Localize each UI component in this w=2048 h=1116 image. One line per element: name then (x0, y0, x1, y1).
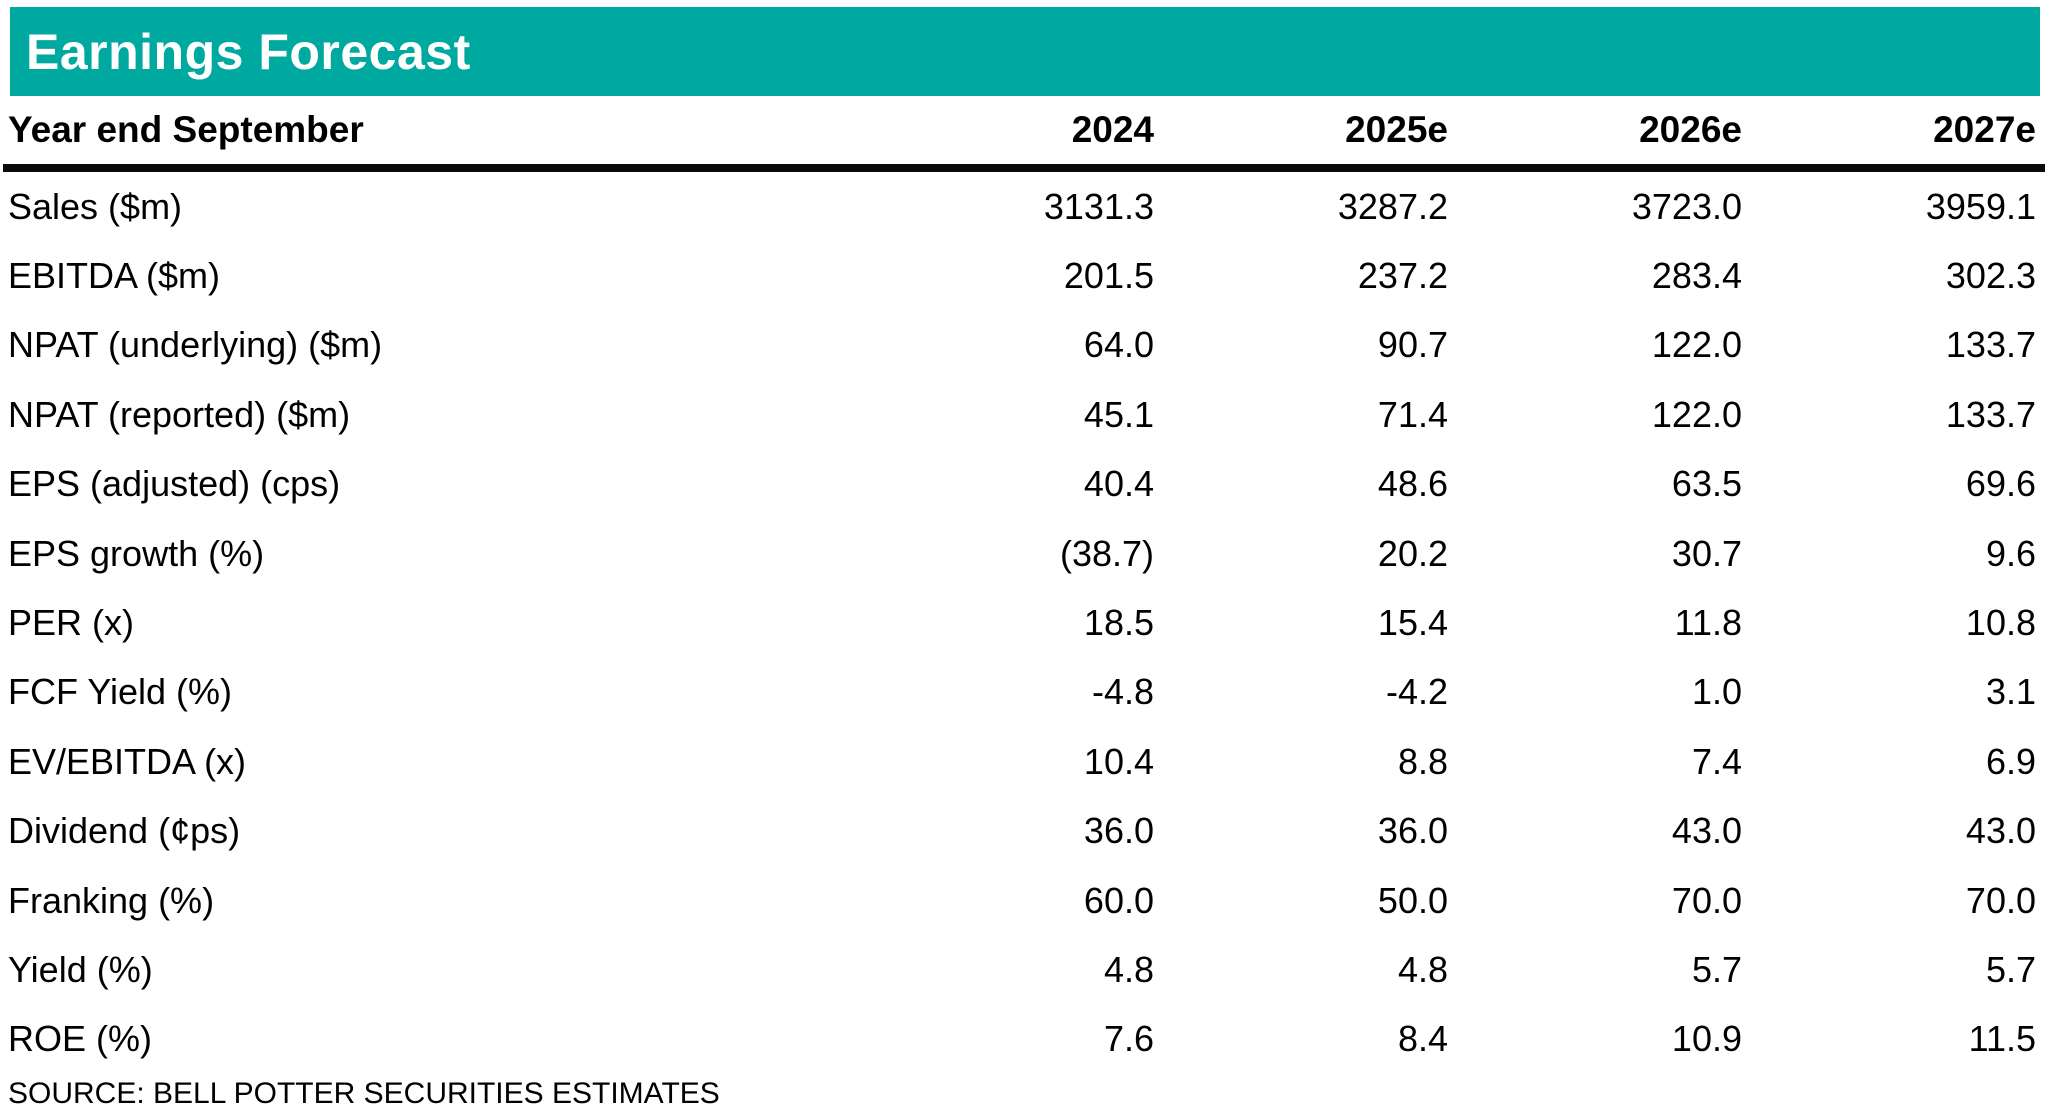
table-row: Yield (%) 4.8 4.8 5.7 5.7 (0, 935, 2048, 1004)
source-note: SOURCE: BELL POTTER SECURITIES ESTIMATES (8, 1077, 720, 1111)
row-value: 15.4 (1377, 602, 1448, 644)
table-row: PER (x) 18.5 15.4 11.8 10.8 (0, 588, 2048, 657)
row-value: -4.8 (1091, 671, 1154, 713)
earnings-forecast-panel: Earnings Forecast Year end September 202… (0, 7, 2048, 1116)
row-value: 237.2 (1357, 255, 1448, 297)
table-row: FCF Yield (%) -4.8 -4.2 1.0 3.1 (0, 658, 2048, 727)
row-value: 30.7 (1671, 532, 1742, 574)
row-value: 302.3 (1945, 255, 2036, 297)
row-value: 122.0 (1651, 324, 1742, 366)
row-value: 48.6 (1377, 463, 1448, 505)
row-value: 122.0 (1651, 393, 1742, 435)
row-value: 283.4 (1651, 255, 1742, 297)
earnings-table: Year end September 2024 2025e 2026e 2027… (0, 96, 2048, 1074)
row-label: EBITDA ($m) (8, 255, 221, 297)
title-bar: Earnings Forecast (10, 7, 2040, 96)
row-value: 70.0 (1965, 879, 2036, 921)
row-value: 11.5 (1968, 1018, 2036, 1060)
table-row: Dividend (¢ps) 36.0 36.0 43.0 43.0 (0, 797, 2048, 866)
row-value: 45.1 (1083, 393, 1154, 435)
row-value: 71.4 (1377, 393, 1448, 435)
row-value: 50.0 (1377, 879, 1448, 921)
row-label: Franking (%) (8, 879, 215, 921)
row-value: 64.0 (1083, 324, 1154, 366)
row-value: 9.6 (1985, 532, 2036, 574)
row-value: 133.7 (1945, 324, 2036, 366)
row-value: 70.0 (1671, 879, 1742, 921)
table-row: Sales ($m) 3131.3 3287.2 3723.0 3959.1 (0, 172, 2048, 241)
row-value: 20.2 (1377, 532, 1448, 574)
row-value: 36.0 (1377, 810, 1448, 852)
table-header-row: Year end September 2024 2025e 2026e 2027… (0, 96, 2048, 164)
row-value: 201.5 (1063, 255, 1154, 297)
row-value: 7.4 (1691, 740, 1742, 782)
row-value: 10.9 (1671, 1018, 1742, 1060)
row-label: NPAT (underlying) ($m) (8, 324, 383, 366)
row-value: 4.8 (1103, 948, 1154, 990)
row-value: 43.0 (1671, 810, 1742, 852)
table-row: ROE (%) 7.6 8.4 10.9 11.5 (0, 1005, 2048, 1074)
table-row: EPS growth (%) (38.7) 20.2 30.7 9.6 (0, 519, 2048, 588)
row-label: EPS growth (%) (8, 532, 265, 574)
row-value: 18.5 (1083, 602, 1154, 644)
row-label: Yield (%) (8, 948, 153, 990)
column-header-2024: 2024 (1071, 109, 1154, 150)
row-value: 3131.3 (1043, 185, 1154, 227)
row-value: 1.0 (1691, 671, 1742, 713)
row-value: 8.8 (1397, 740, 1448, 782)
row-label: EPS (adjusted) (cps) (8, 463, 341, 505)
table-row: EPS (adjusted) (cps) 40.4 48.6 63.5 69.6 (0, 450, 2048, 519)
row-value: 3.1 (1985, 671, 2036, 713)
table-body: Sales ($m) 3131.3 3287.2 3723.0 3959.1 EBITDA… (0, 172, 2048, 1074)
row-value: 8.4 (1397, 1018, 1448, 1060)
row-label: FCF Yield (%) (8, 671, 233, 713)
row-value: 3959.1 (1925, 185, 2036, 227)
column-header-2026e: 2026e (1639, 109, 1742, 150)
row-value: (38.7) (1059, 532, 1154, 574)
row-value: 10.4 (1083, 740, 1154, 782)
row-value: 69.6 (1965, 463, 2036, 505)
row-value: 11.8 (1674, 602, 1742, 644)
table-row: Franking (%) 60.0 50.0 70.0 70.0 (0, 866, 2048, 935)
column-header-year-end: Year end September (8, 109, 364, 150)
table-row: EBITDA ($m) 201.5 237.2 283.4 302.3 (0, 241, 2048, 310)
row-value: 133.7 (1945, 393, 2036, 435)
row-value: 10.8 (1965, 602, 2036, 644)
row-value: 36.0 (1083, 810, 1154, 852)
row-label: ROE (%) (8, 1018, 152, 1060)
row-label: EV/EBITDA (x) (8, 740, 247, 782)
column-header-2027e: 2027e (1933, 109, 2036, 150)
header-rule (3, 164, 2045, 172)
row-value: 60.0 (1083, 879, 1154, 921)
row-label: PER (x) (8, 602, 134, 644)
row-value: 63.5 (1671, 463, 1742, 505)
row-value: 5.7 (1691, 948, 1742, 990)
table-row: NPAT (underlying) ($m) 64.0 90.7 122.0 133.7 (0, 311, 2048, 380)
row-value: 43.0 (1965, 810, 2036, 852)
row-value: 40.4 (1083, 463, 1154, 505)
row-label: Sales ($m) (8, 185, 183, 227)
row-value: 90.7 (1377, 324, 1448, 366)
table-row: EV/EBITDA (x) 10.4 8.8 7.4 6.9 (0, 727, 2048, 796)
row-label: Dividend (¢ps) (8, 810, 241, 852)
panel-title: Earnings Forecast (26, 23, 471, 80)
row-value: 4.8 (1397, 948, 1448, 990)
column-header-2025e: 2025e (1345, 109, 1448, 150)
row-value: 6.9 (1985, 740, 2036, 782)
row-value: -4.2 (1385, 671, 1448, 713)
row-label: NPAT (reported) ($m) (8, 393, 351, 435)
row-value: 7.6 (1103, 1018, 1154, 1060)
row-value: 3723.0 (1631, 185, 1742, 227)
table-row: NPAT (reported) ($m) 45.1 71.4 122.0 133.7 (0, 380, 2048, 449)
row-value: 5.7 (1985, 948, 2036, 990)
row-value: 3287.2 (1337, 185, 1448, 227)
